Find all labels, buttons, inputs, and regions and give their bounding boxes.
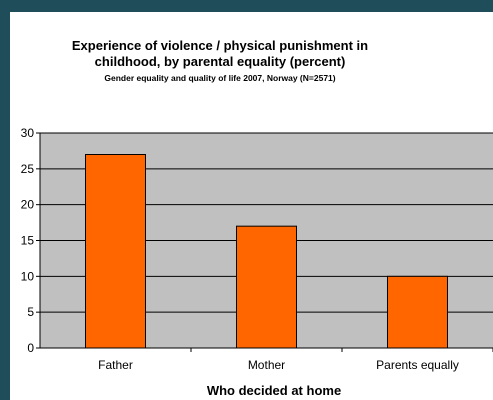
x-tick-label: Mother xyxy=(248,358,285,372)
y-tick-label: 10 xyxy=(21,269,35,283)
x-tick-label: Parents equally xyxy=(376,358,459,372)
y-tick-label: 15 xyxy=(21,234,35,248)
bar-mother xyxy=(236,225,297,349)
y-tick-label: 30 xyxy=(21,126,35,140)
bar-parents-equally xyxy=(387,275,448,349)
y-tick-label: 0 xyxy=(27,341,34,355)
y-axis-ticks: 0 5 10 15 20 25 30 xyxy=(21,126,40,355)
chart-title-line-1: Experience of violence / physical punish… xyxy=(71,38,369,53)
chart-subtitle: Gender equality and quality of life 2007… xyxy=(104,73,336,83)
chart-title: Experience of violence / physical punish… xyxy=(0,38,440,70)
y-tick-label: 20 xyxy=(21,198,35,212)
y-tick-label: 25 xyxy=(21,162,35,176)
x-tick-label: Father xyxy=(98,358,133,372)
bar-father xyxy=(85,154,146,349)
x-axis-label: Who decided at home xyxy=(207,383,341,398)
x-axis-ticks: Father Mother Parents equally xyxy=(98,348,493,372)
chart-title-line-2: childhood, by parental equality (percent… xyxy=(94,54,346,69)
y-tick-label: 5 xyxy=(27,305,34,319)
